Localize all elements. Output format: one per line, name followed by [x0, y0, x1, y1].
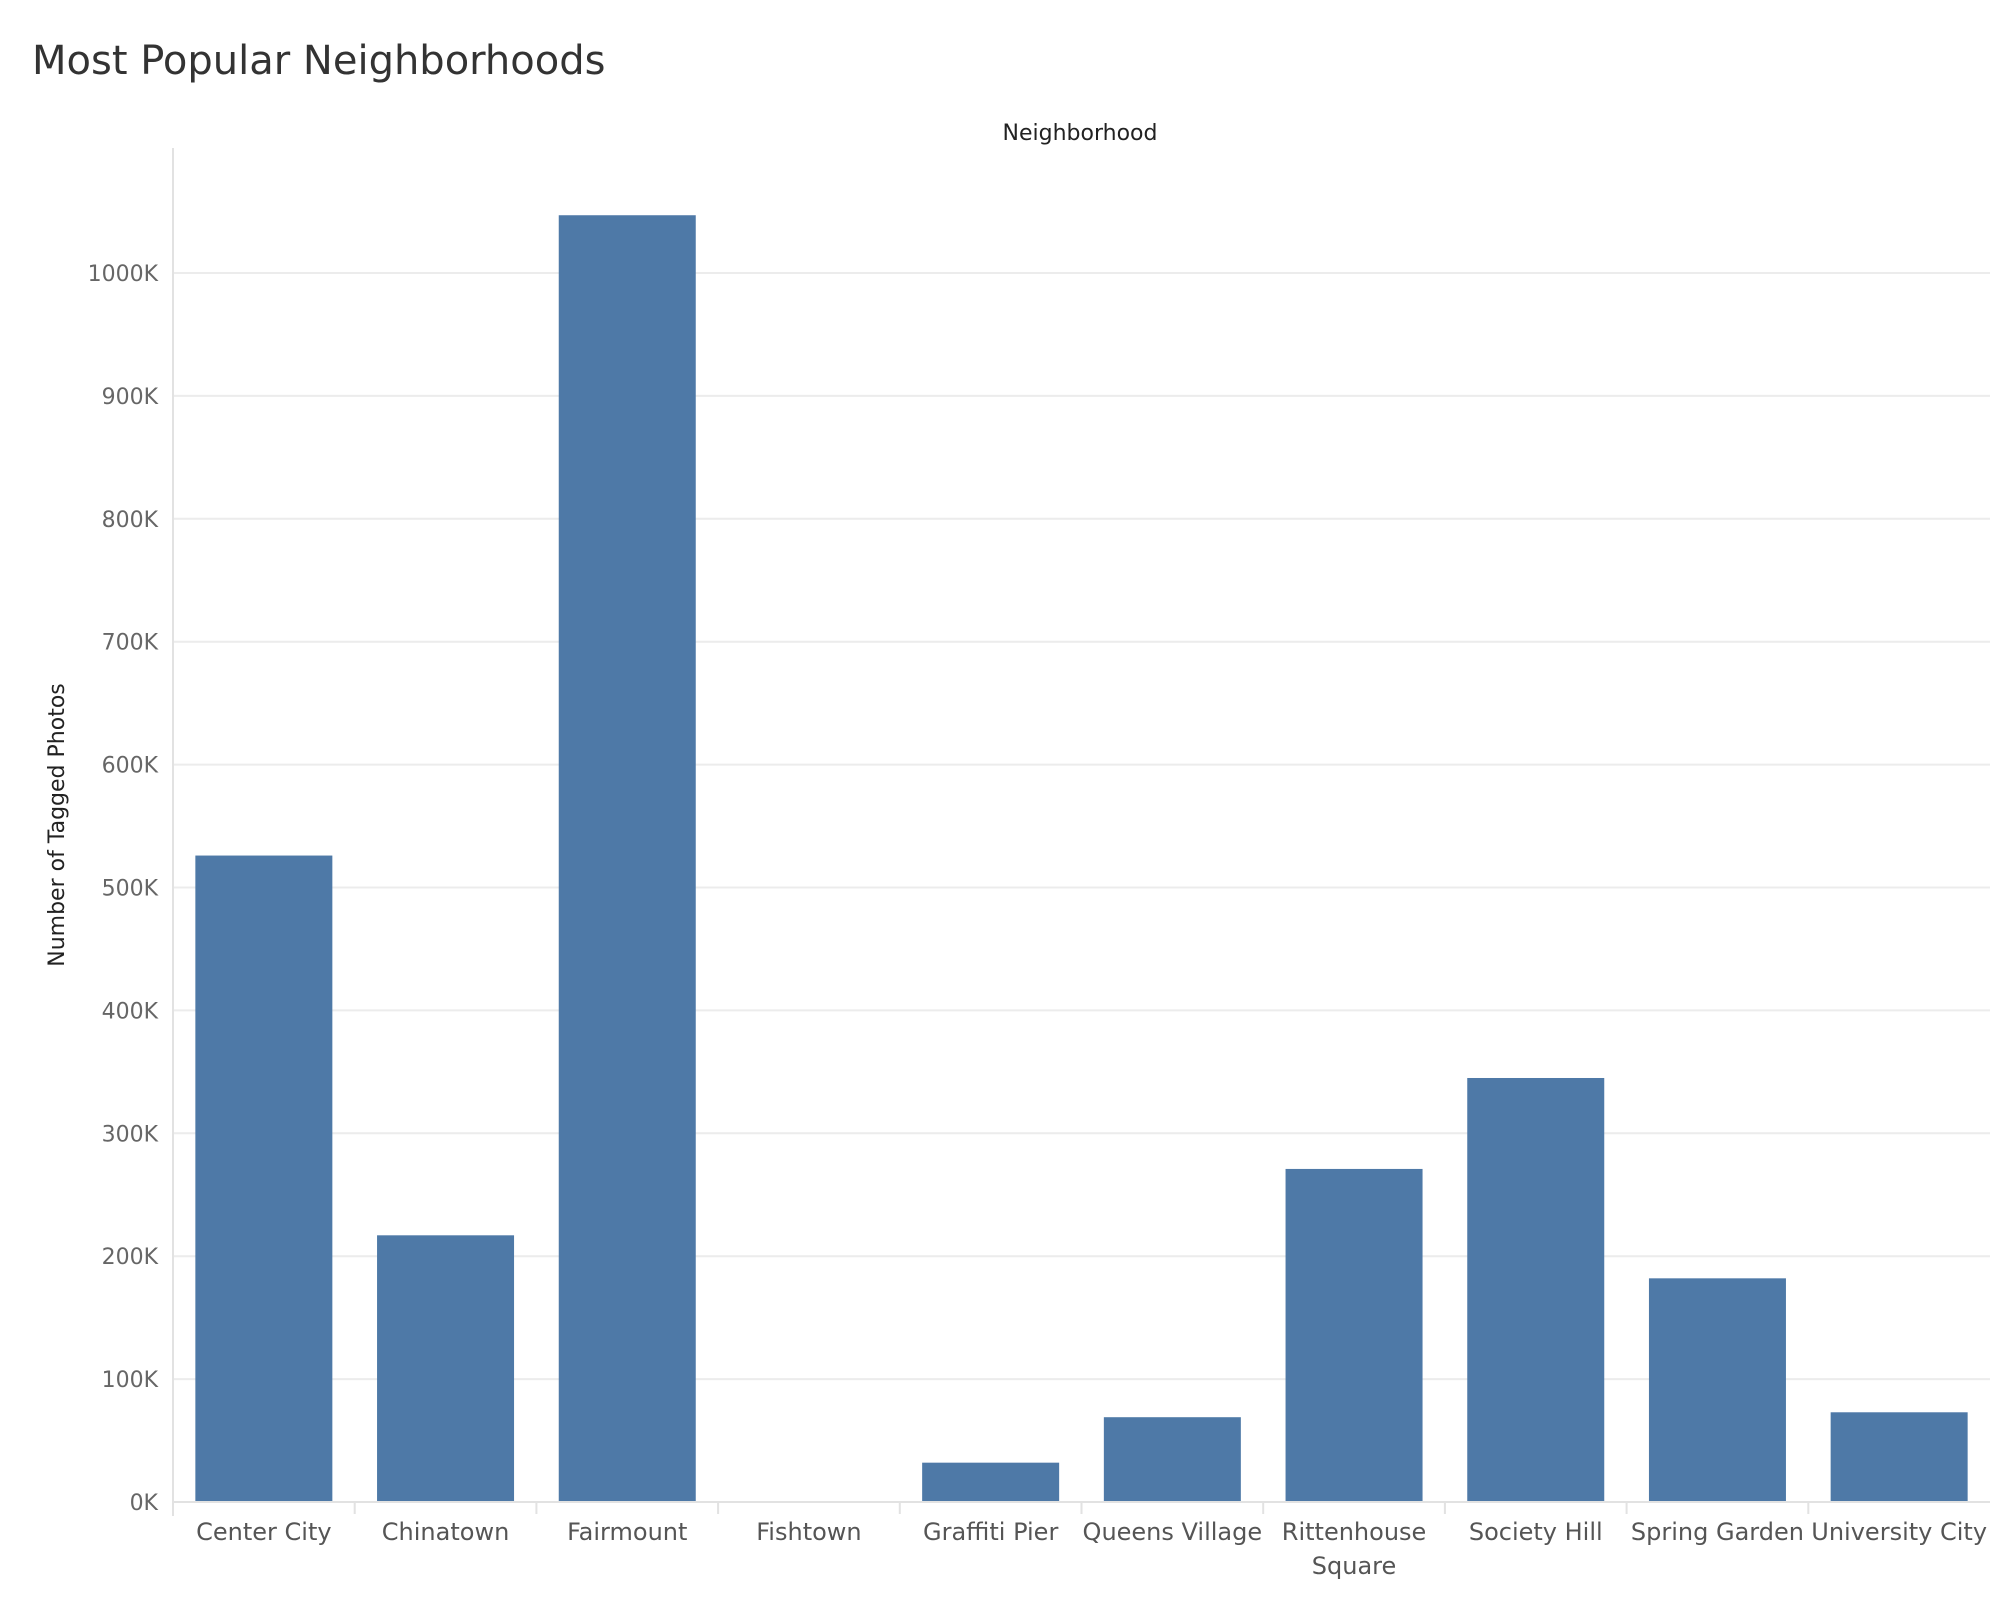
y-tick-label: 900K — [102, 385, 159, 410]
x-tick-label: Fairmount — [567, 1518, 687, 1546]
x-tick-label: Graffiti Pier — [923, 1518, 1058, 1546]
bar-university-city — [1830, 1412, 1968, 1502]
x-axis-title: Neighborhood — [1003, 121, 1158, 146]
x-tick-label: Fishtown — [756, 1518, 861, 1546]
y-tick-label: 100K — [102, 1368, 159, 1393]
y-tick-label: 300K — [102, 1122, 159, 1147]
axes: 0K 100K 200K 300K 400K 500K 600K 700K 800K 900K 10… — [88, 148, 1990, 1580]
y-tick-label: 400K — [102, 999, 159, 1024]
y-tick-label: 200K — [102, 1245, 159, 1270]
y-tick-label: 700K — [102, 631, 159, 656]
bar-graffiti-pier — [922, 1462, 1060, 1502]
x-tick-label: Chinatown — [382, 1518, 510, 1546]
y-axis-title: Number of Tagged Photos — [45, 683, 70, 967]
x-tick-label: Center City — [196, 1518, 331, 1546]
bar-chinatown — [377, 1235, 515, 1502]
bar-rittenhouse-square — [1285, 1168, 1423, 1502]
y-tick-label: 0K — [130, 1491, 159, 1516]
bar-fairmount — [558, 215, 696, 1502]
y-tick-label: 800K — [102, 508, 159, 533]
bar-society-hill — [1467, 1077, 1605, 1502]
grid-lines — [173, 272, 1990, 1381]
x-tick-label: University City — [1811, 1518, 1987, 1546]
chart-title: Most Popular Neighborhoods — [32, 38, 606, 84]
x-tick-label: Rittenhouse Square — [1282, 1518, 1427, 1580]
y-tick-label: 600K — [102, 754, 159, 779]
bar-center-city — [195, 855, 333, 1502]
y-tick-label: 1000K — [88, 262, 159, 287]
y-tick-label: 500K — [102, 877, 159, 902]
x-tick-label: Spring Garden — [1631, 1518, 1804, 1546]
x-tick-label: Society Hill — [1469, 1518, 1603, 1546]
bars — [195, 215, 1968, 1502]
x-tick-label: Queens Village — [1083, 1518, 1263, 1546]
bar-queens-village — [1103, 1417, 1241, 1502]
bar-spring-garden — [1648, 1278, 1786, 1502]
